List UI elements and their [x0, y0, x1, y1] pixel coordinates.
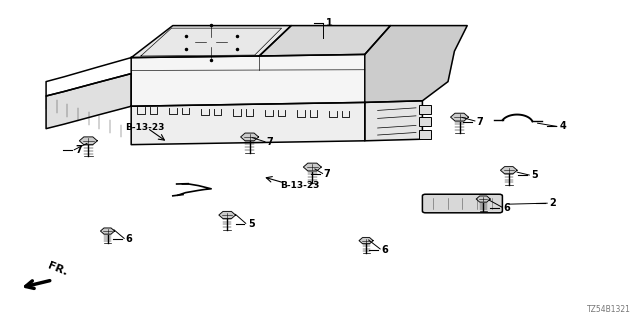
Text: 7: 7 [76, 145, 83, 156]
Text: 6: 6 [381, 244, 388, 255]
Polygon shape [359, 237, 373, 244]
Polygon shape [46, 74, 131, 129]
Text: 7: 7 [266, 137, 273, 148]
Text: 6: 6 [125, 234, 132, 244]
Polygon shape [259, 26, 390, 56]
Text: 1: 1 [326, 18, 333, 28]
FancyBboxPatch shape [419, 130, 431, 139]
Text: 4: 4 [559, 121, 566, 132]
Text: 7: 7 [476, 116, 483, 127]
Text: B-13-23: B-13-23 [280, 181, 320, 190]
FancyBboxPatch shape [419, 105, 431, 114]
Text: TZ54B1321: TZ54B1321 [586, 305, 630, 314]
Polygon shape [131, 26, 291, 58]
Text: 5: 5 [248, 219, 255, 229]
Text: 2: 2 [549, 198, 556, 208]
Text: 5: 5 [531, 170, 538, 180]
Polygon shape [451, 113, 468, 121]
Polygon shape [241, 133, 259, 141]
Polygon shape [219, 212, 236, 219]
Polygon shape [365, 101, 422, 141]
FancyBboxPatch shape [419, 117, 431, 126]
Polygon shape [303, 163, 321, 171]
Polygon shape [79, 137, 97, 145]
Polygon shape [100, 228, 115, 234]
Text: FR.: FR. [46, 261, 69, 278]
Polygon shape [365, 26, 467, 102]
Polygon shape [476, 196, 490, 202]
Polygon shape [131, 54, 365, 106]
FancyBboxPatch shape [422, 194, 502, 213]
Polygon shape [500, 167, 517, 174]
Polygon shape [131, 102, 365, 145]
Text: 6: 6 [503, 203, 510, 213]
Text: 7: 7 [324, 169, 331, 179]
Text: B-13-23: B-13-23 [125, 124, 164, 132]
